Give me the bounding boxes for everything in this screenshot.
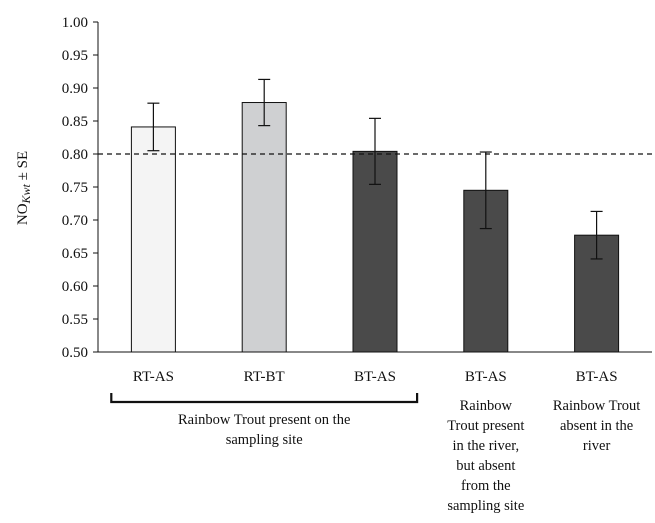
group-labels: Rainbow Trout present on the sampling sit… <box>110 393 640 514</box>
group-bracket <box>110 393 419 404</box>
category-labels: RT-AS RT-BT BT-AS BT-AS BT-AS <box>133 369 618 385</box>
y-axis-label-main: NO <box>15 203 31 225</box>
y-tick-label: 0.95 <box>62 48 88 64</box>
bar <box>130 126 176 353</box>
y-axis-label: NOKwt ± SE <box>15 151 33 225</box>
y-axis-label-suffix: ± SE <box>15 151 31 184</box>
y-tick-label: 1.00 <box>62 15 88 31</box>
bar <box>241 102 287 353</box>
group-label: Rainbow Trout absent in the river <box>553 398 640 454</box>
group-label-line: but absent <box>456 458 515 474</box>
category-label: RT-BT <box>244 369 285 385</box>
group-label-line: sampling site <box>447 498 524 514</box>
group-label: Rainbow Trout present on the sampling sit… <box>178 412 350 448</box>
group-label-line: Rainbow Trout present on the <box>178 412 350 428</box>
y-tick-label: 0.55 <box>62 312 88 328</box>
group-label-line: Trout present <box>447 418 524 434</box>
category-label: BT-AS <box>576 369 618 385</box>
y-tick-label: 0.60 <box>62 279 88 295</box>
y-tick-label: 0.65 <box>62 246 88 262</box>
y-tick-label: 0.85 <box>62 114 88 130</box>
group-label-line: river <box>583 438 611 454</box>
y-tick-label: 0.75 <box>62 180 88 196</box>
category-label: BT-AS <box>354 369 396 385</box>
y-tick-label: 0.70 <box>62 213 88 229</box>
y-tick-label: 0.90 <box>62 81 88 97</box>
group-label-line: absent in the <box>560 418 633 434</box>
group-label-line: in the river, <box>452 438 519 454</box>
y-tick-label: 0.80 <box>62 147 88 163</box>
group-label-line: sampling site <box>226 432 303 448</box>
group-label-line: from the <box>461 478 511 494</box>
category-label: RT-AS <box>133 369 174 385</box>
y-tick-label: 0.50 <box>62 345 88 361</box>
category-label: BT-AS <box>465 369 507 385</box>
group-label-line: Rainbow Trout <box>553 398 640 414</box>
group-label: Rainbow Trout present in the river, but abs… <box>447 398 524 514</box>
y-axis: 0.50 0.55 0.60 0.65 0.70 0.75 0.80 0.85 0.90 0.95… <box>62 15 99 361</box>
bars <box>98 78 652 353</box>
y-axis-label-sub: Kwt <box>19 183 33 204</box>
group-label-line: Rainbow <box>460 398 513 414</box>
